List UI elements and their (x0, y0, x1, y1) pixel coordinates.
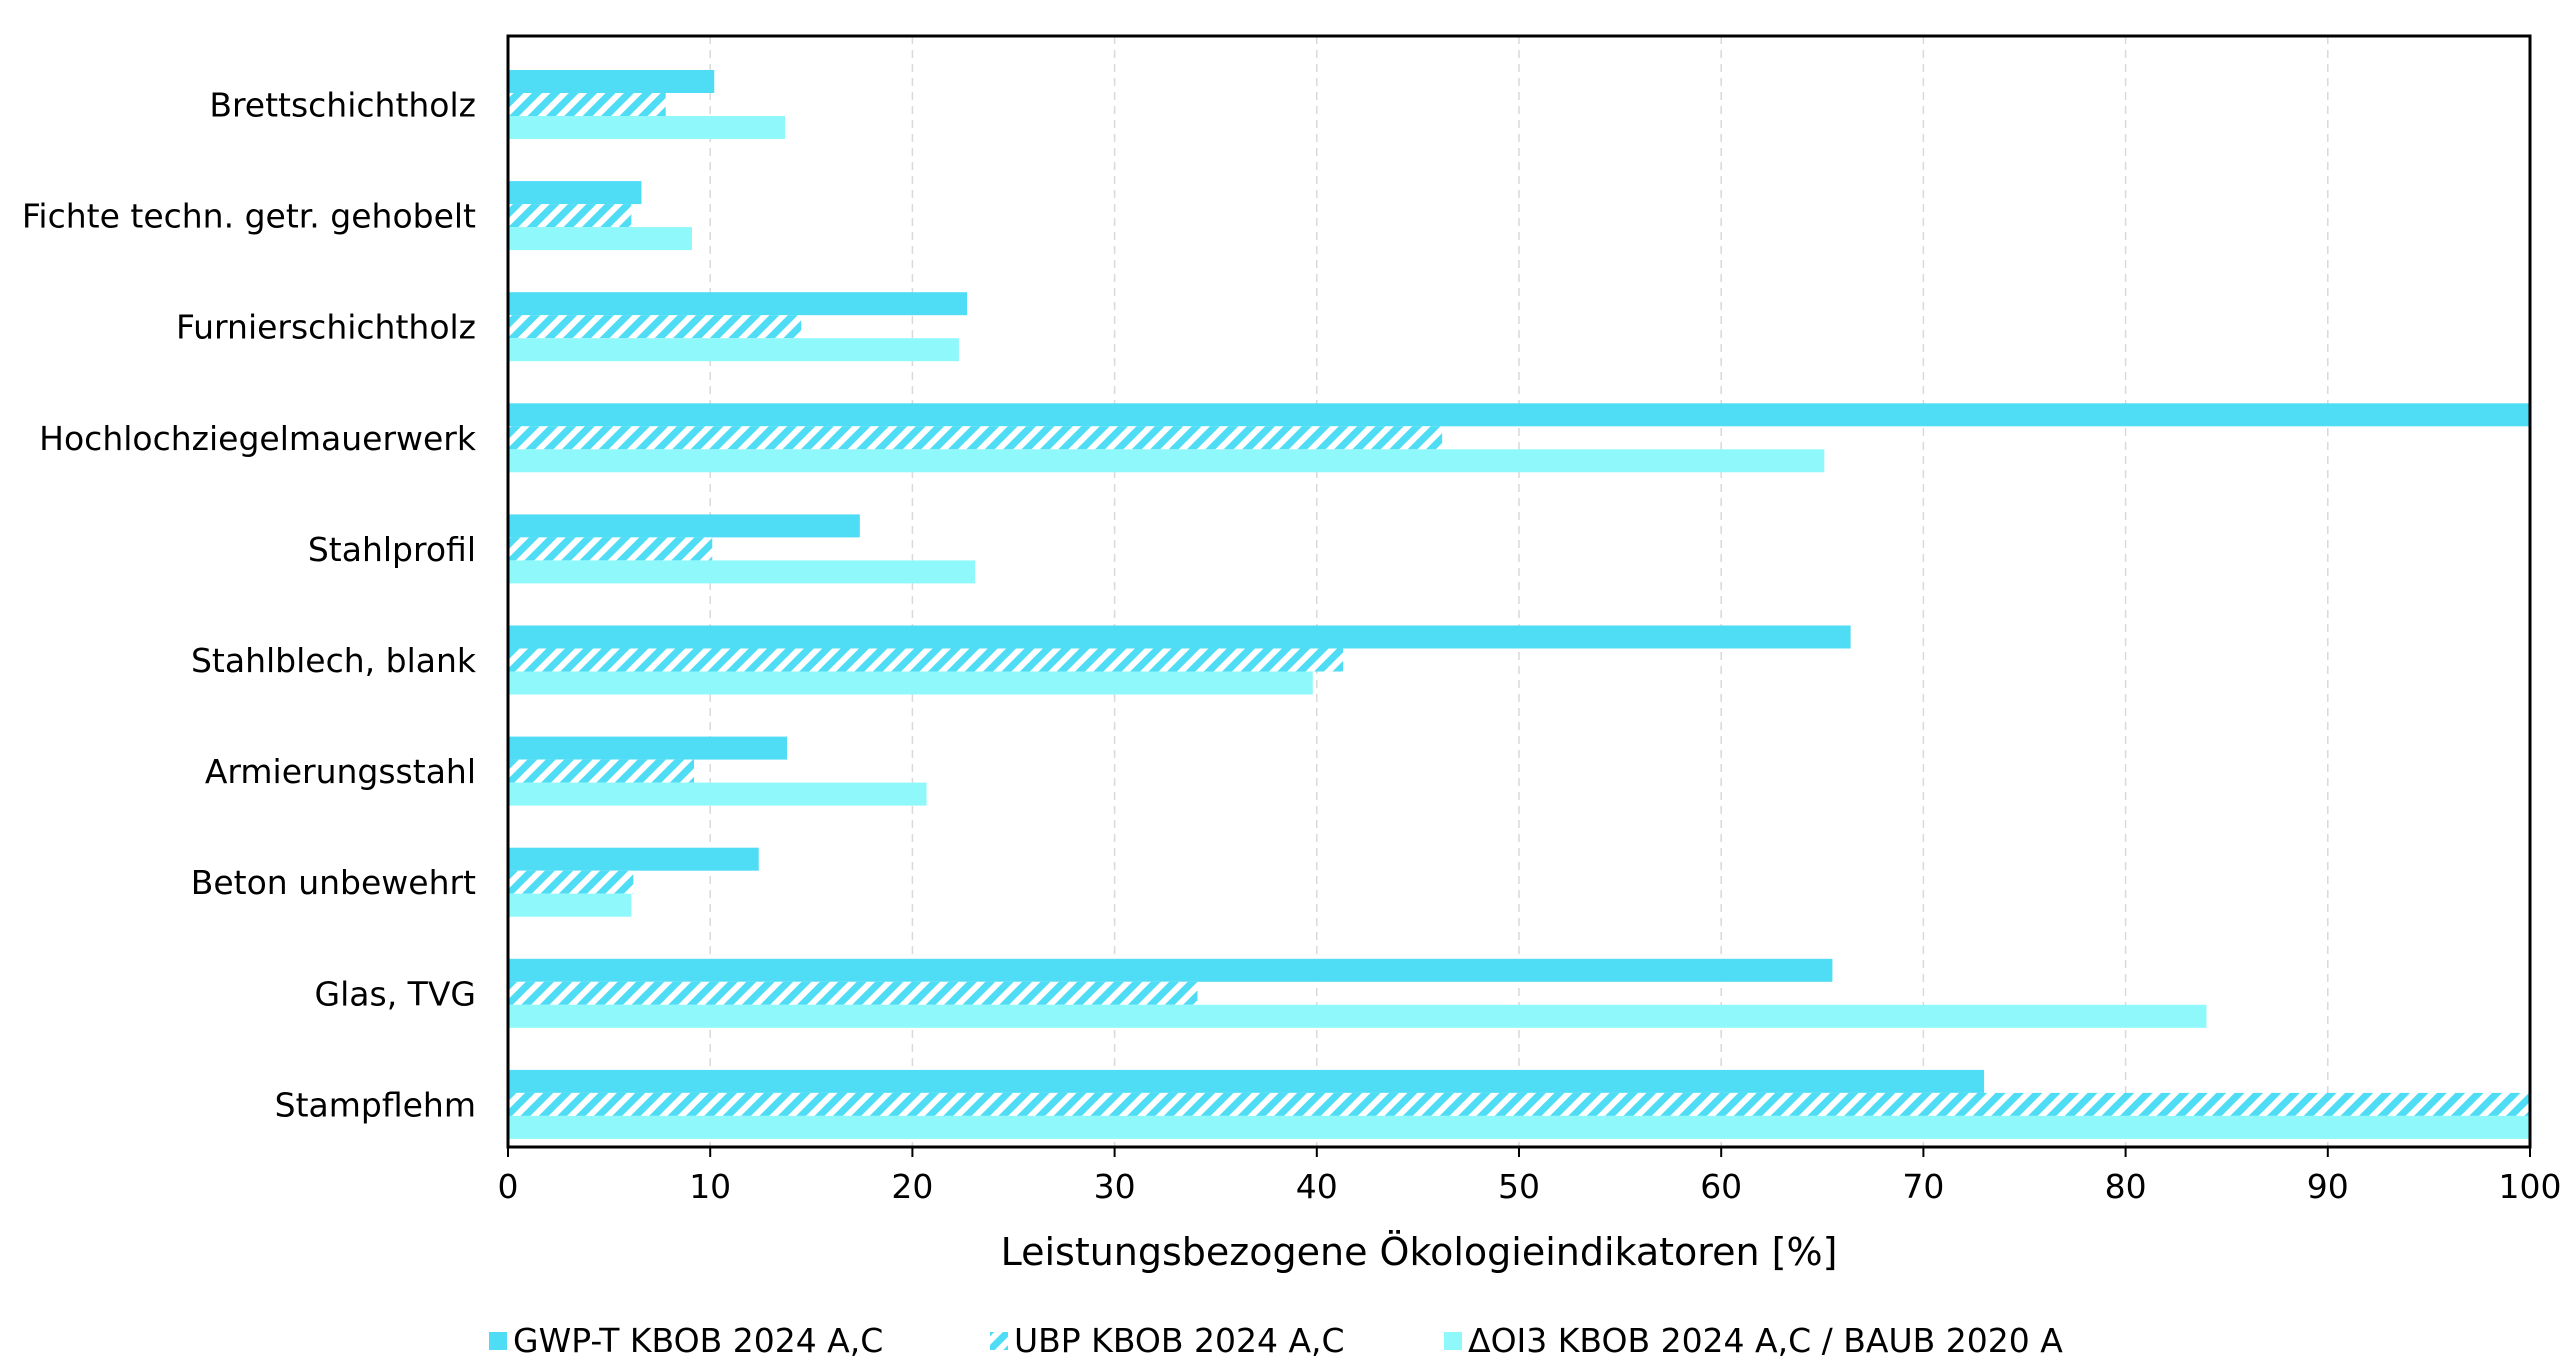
bar-gwp-t (508, 736, 788, 760)
bars (508, 70, 2530, 1139)
bar-gwp-t (508, 70, 715, 93)
bar-gwp-t (508, 181, 642, 205)
category-label: Stahlblech, blank (191, 641, 477, 680)
category-label: Glas, TVG (315, 974, 476, 1013)
bar-delta-oi3 (508, 449, 1825, 473)
x-tick-label: 100 (2499, 1167, 2560, 1206)
x-tick-label: 80 (2105, 1167, 2147, 1206)
bar-ubp (508, 981, 1198, 1005)
category-labels: Brettschichtholz Fichte techn. getr. geho… (22, 86, 477, 1125)
bar-gwp-t (508, 292, 967, 316)
bar-ubp (508, 315, 802, 339)
bar-delta-oi3 (508, 227, 693, 251)
category-label: Fichte techn. getr. gehobelt (22, 197, 476, 236)
legend-label: GWP-T KBOB 2024 A,C (513, 1321, 883, 1360)
bar-gwp-t (508, 514, 860, 538)
bar-gwp-t (508, 958, 1833, 982)
bar-gwp-t (508, 1069, 1985, 1093)
bar-gwp-t (508, 625, 1851, 649)
legend-swatch (489, 1332, 507, 1350)
legend: GWP-T KBOB 2024 A,C UBP KBOB 2024 A,C ΔOI3… (489, 1321, 2063, 1360)
bar-delta-oi3 (508, 1115, 2530, 1139)
bar-delta-oi3 (508, 560, 976, 584)
legend-swatch (990, 1332, 1008, 1350)
legend-label: UBP KBOB 2024 A,C (1014, 1321, 1345, 1360)
x-tick-label: 30 (1094, 1167, 1136, 1206)
bar-delta-oi3 (508, 1004, 2207, 1028)
x-tick-label: 0 (498, 1167, 519, 1206)
x-tick-label: 40 (1296, 1167, 1338, 1206)
category-label: Hochlochziegelmauerwerk (39, 419, 477, 458)
bar-ubp (508, 204, 632, 228)
bar-ubp (508, 759, 695, 783)
bar-gwp-t (508, 403, 2530, 427)
bar-gwp-t (508, 847, 759, 871)
x-tick-label: 60 (1700, 1167, 1742, 1206)
category-label: Armierungsstahl (205, 752, 476, 791)
bar-ubp (508, 1092, 2530, 1116)
x-tick-label: 50 (1498, 1167, 1540, 1206)
legend-swatch (1444, 1332, 1462, 1350)
x-axis-title: Leistungsbezogene Ökologieindikatoren [%… (1001, 1230, 1838, 1274)
category-label: Beton unbewehrt (191, 863, 476, 902)
bar-ubp (508, 870, 634, 894)
bar-ubp (508, 426, 1443, 450)
bar-delta-oi3 (508, 116, 786, 139)
bar-delta-oi3 (508, 893, 632, 917)
category-label: Brettschichtholz (209, 86, 476, 125)
bar-delta-oi3 (508, 671, 1313, 695)
category-label: Furnierschichtholz (176, 308, 476, 347)
bar-delta-oi3 (508, 338, 959, 362)
legend-label: ΔOI3 KBOB 2024 A,C / BAUB 2020 A (1468, 1321, 2063, 1360)
x-axis-ticks: 0 10 20 30 40 50 60 70 80 90 100 (498, 1147, 2560, 1206)
bar-ubp (508, 537, 713, 561)
category-label: Stampflehm (275, 1085, 476, 1124)
x-tick-label: 20 (891, 1167, 933, 1206)
bar-delta-oi3 (508, 782, 927, 806)
bar-ubp (508, 93, 666, 116)
x-tick-label: 10 (689, 1167, 731, 1206)
category-label: Stahlprofil (308, 530, 476, 569)
x-tick-label: 90 (2307, 1167, 2349, 1206)
x-tick-label: 70 (1902, 1167, 1944, 1206)
bar-ubp (508, 648, 1344, 672)
